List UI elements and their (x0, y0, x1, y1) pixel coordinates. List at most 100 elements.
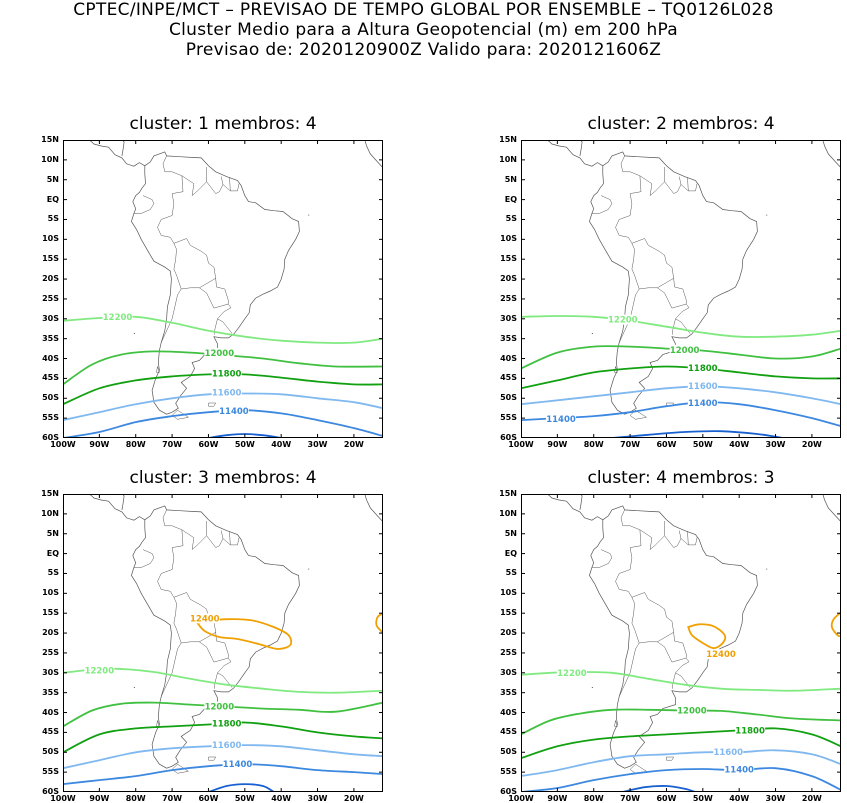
lat-tick-label: 10S (500, 234, 517, 244)
island-outline (308, 568, 310, 570)
map-border (521, 140, 841, 438)
lat-tick-label: 5N (504, 174, 517, 184)
lon-tick-label: 20W (343, 440, 364, 449)
coastline-south-america (589, 505, 758, 769)
country-border (678, 530, 682, 539)
lat-tick-label: EQ (504, 548, 517, 558)
country-border (217, 303, 233, 334)
contour-label-background (687, 380, 718, 391)
country-border (591, 549, 613, 568)
lon-tick-label: 40W (271, 440, 292, 449)
country-border (229, 177, 231, 191)
lon-tick-label: 30W (307, 440, 328, 449)
coastline-africa (364, 140, 383, 169)
country-border (181, 167, 207, 197)
panel-3-title: cluster: 3 membros: 4 (129, 468, 317, 488)
lon-tick-label: 60W (656, 794, 677, 803)
lon-tick-label: 80W (583, 794, 604, 803)
coastline-central-america (546, 140, 603, 167)
country-border (639, 167, 665, 197)
lat-tick-label: EQ (46, 194, 59, 204)
island-outline (666, 756, 675, 761)
lat-tick-label: 20S (42, 274, 59, 284)
coastline-africa (364, 494, 383, 523)
lon-tick-label: 40W (729, 794, 750, 803)
lat-tick-label: 35S (42, 333, 59, 343)
contour-label: 11400 (219, 407, 249, 417)
lon-tick-label: 20W (801, 440, 822, 449)
lat-tick-label: 55S (500, 413, 517, 423)
lon-tick-label: 60W (656, 440, 677, 449)
contour-label: 11400 (223, 760, 253, 770)
lat-tick-label: 15S (42, 254, 59, 264)
lat-tick-label: 5S (47, 568, 59, 578)
contour-label-background (735, 725, 766, 736)
lat-tick-label: 50S (500, 747, 517, 757)
contour-line-12400 (830, 611, 841, 638)
lat-tick-label: 5N (504, 528, 517, 538)
country-border (672, 672, 676, 689)
coastline-south-america (589, 151, 758, 415)
lon-tick-label: 40W (271, 794, 292, 803)
lon-tick-label: 90W (547, 794, 568, 803)
contour-label: 11800 (212, 370, 242, 380)
lon-tick-label: 90W (547, 440, 568, 449)
lat-tick-label: 5N (46, 174, 59, 184)
coastline-central-america (579, 494, 583, 510)
lat-tick-label: 40S (42, 353, 59, 363)
contour-label: 11600 (713, 748, 743, 758)
contour-label: 11600 (212, 388, 242, 398)
lat-tick-label: 20S (500, 628, 517, 638)
contour-label-background (204, 701, 235, 712)
header-line-1: CPTEC/INPE/MCT – PREVISAO DE TEMPO GLOBA… (73, 0, 774, 20)
lat-tick-label: 60S (42, 433, 59, 442)
panel-2-title: cluster: 2 membros: 4 (587, 114, 775, 134)
lon-tick-label: 70W (620, 440, 641, 449)
contour-label-background (724, 764, 755, 775)
lat-tick-label: 10N (41, 154, 59, 164)
lon-tick-label: 100W (508, 794, 534, 803)
lat-tick-label: 25S (500, 647, 517, 657)
contour-line-12400 (375, 612, 383, 634)
country-border (173, 238, 216, 290)
map-frame: 12200 12000 11800 11600 11400 11400 (521, 140, 841, 438)
contour-line-12200 (521, 315, 841, 338)
lat-tick-label: 55S (42, 767, 59, 777)
island-outline (308, 214, 310, 216)
lat-tick-label: 15N (499, 489, 517, 498)
lat-tick-label: 10N (41, 508, 59, 518)
lat-tick-label: 10N (499, 508, 517, 518)
lat-tick-label: 25S (42, 647, 59, 657)
country-border (181, 521, 207, 551)
contour-label-background (211, 368, 242, 379)
lat-tick-label: 10N (499, 154, 517, 164)
contour-label: 12400 (190, 614, 220, 624)
contour-label: 12000 (205, 349, 235, 359)
contour-line-11800 (521, 727, 841, 760)
contour-label-background (102, 311, 133, 322)
contour-line-12400 (195, 618, 293, 650)
lat-tick-label: 60S (500, 787, 517, 796)
contour-label: 11400 (724, 765, 754, 775)
lat-tick-label: 40S (500, 353, 517, 363)
country-border (618, 623, 640, 697)
lat-tick-label: 60S (42, 787, 59, 796)
contour-label: 11600 (212, 741, 242, 751)
map-border (63, 140, 383, 438)
lat-tick-label: 25S (42, 293, 59, 303)
map-border (63, 494, 383, 792)
lat-tick-label: 25S (500, 293, 517, 303)
lat-tick-label: 35S (42, 687, 59, 697)
lat-tick-label: 30S (500, 667, 517, 677)
country-border (631, 243, 635, 270)
lat-tick-label: 30S (500, 313, 517, 323)
contour-label-background (211, 718, 242, 729)
contour-label-background (211, 387, 242, 398)
island-outline (629, 409, 648, 420)
country-border (220, 176, 224, 185)
contour-label-background (556, 667, 587, 678)
country-border (591, 195, 613, 214)
lat-tick-label: 5N (46, 528, 59, 538)
contour-label-background (546, 413, 576, 424)
contour-label: 11800 (735, 726, 765, 736)
